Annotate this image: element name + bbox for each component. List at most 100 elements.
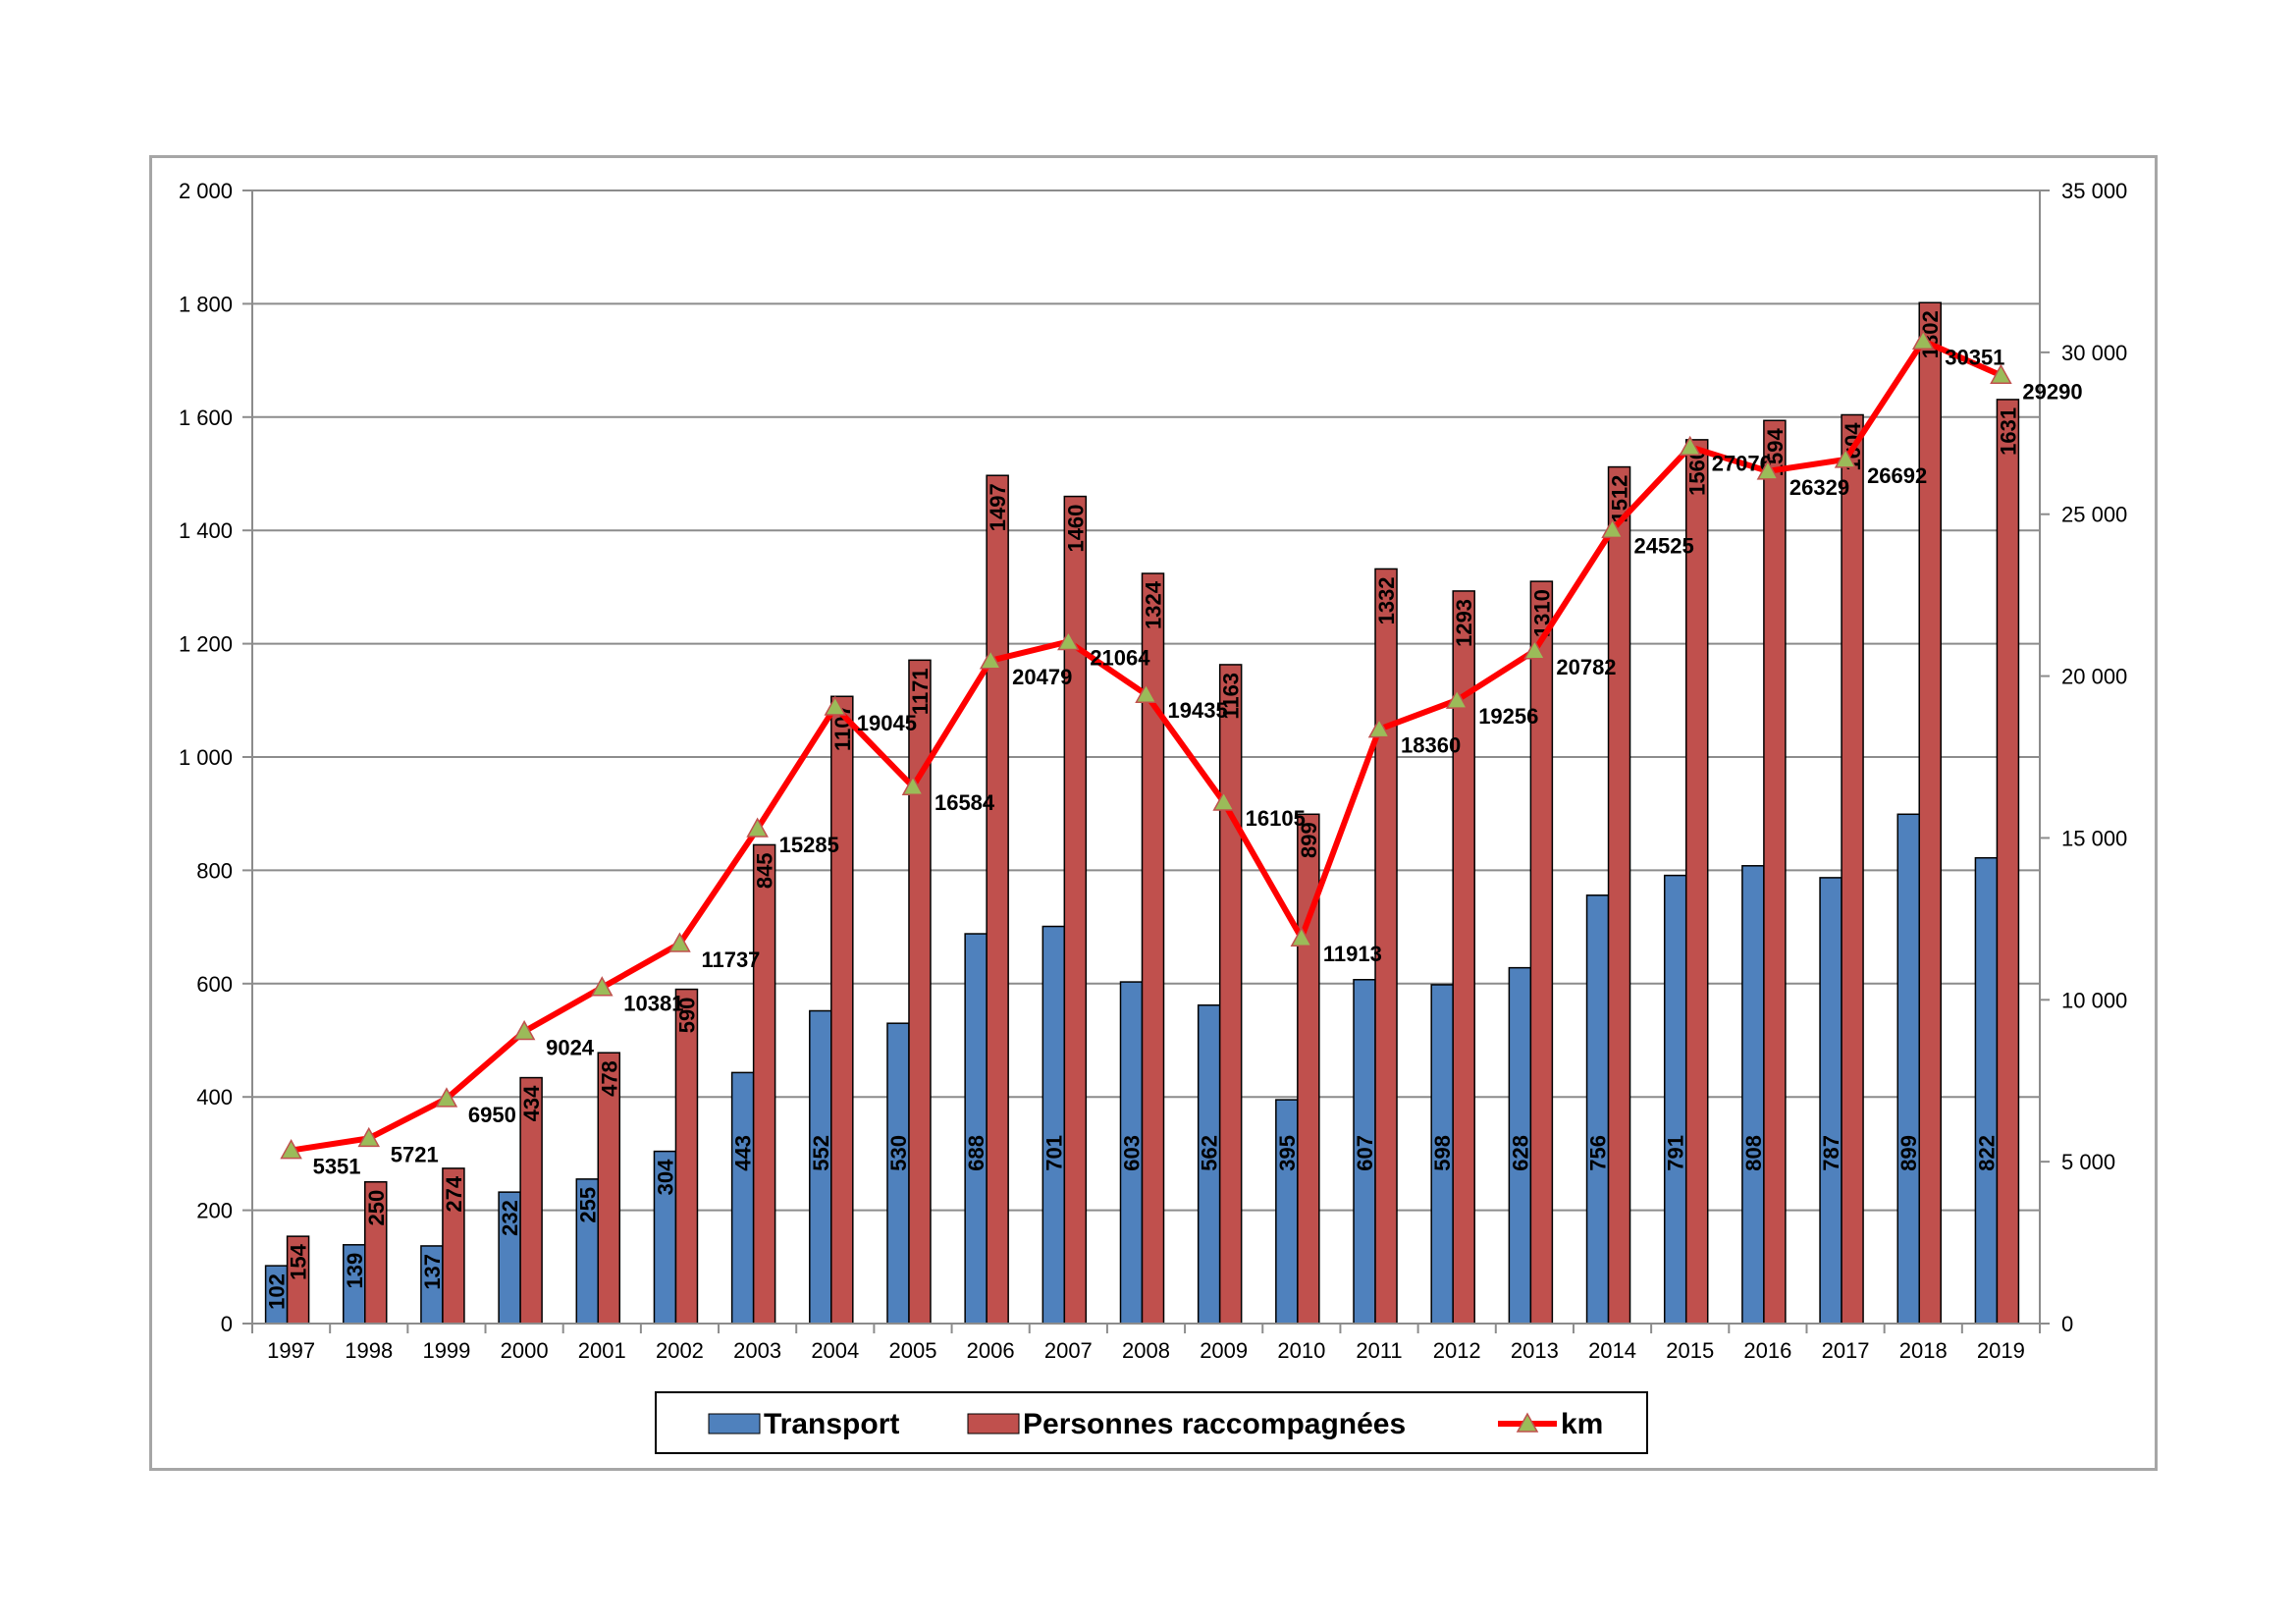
x-tick-label: 2010 <box>1277 1338 1325 1363</box>
point-km <box>824 695 847 716</box>
data-label-km: 19435 <box>1168 698 1228 723</box>
data-label-personnes: 274 <box>442 1175 466 1212</box>
legend-label-transport: Transport <box>764 1408 899 1440</box>
data-label-transport: 102 <box>265 1273 290 1310</box>
data-label-personnes: 1560 <box>1685 448 1710 496</box>
data-label-km: 24525 <box>1634 533 1694 558</box>
data-label-km: 16105 <box>1246 806 1306 831</box>
data-label-km: 9024 <box>546 1035 595 1059</box>
y-right-tick-label: 25 000 <box>2061 503 2127 527</box>
point-km <box>1990 363 2012 385</box>
data-label-transport: 232 <box>498 1200 522 1236</box>
x-tick-label: 2001 <box>578 1338 626 1363</box>
point-km <box>435 1087 458 1108</box>
x-tick-label: 2016 <box>1743 1338 1791 1363</box>
data-label-km: 15285 <box>779 833 839 857</box>
data-label-transport: 756 <box>1586 1135 1611 1171</box>
data-label-transport: 701 <box>1041 1135 1066 1171</box>
bar-personnes <box>674 988 699 1325</box>
data-label-km: 21064 <box>1090 645 1150 670</box>
bar-transport <box>1041 925 1066 1325</box>
point-km <box>280 1139 302 1160</box>
y-left-tick-label: 1 400 <box>179 518 233 543</box>
bar-transport <box>886 1022 910 1325</box>
bar-personnes <box>1996 399 2020 1325</box>
x-tick-label: 2000 <box>501 1338 549 1363</box>
bar-personnes <box>1607 465 1631 1325</box>
y-left-tick-label: 800 <box>196 858 233 883</box>
x-tick-label: 2014 <box>1588 1338 1636 1363</box>
legend-swatch-km-marker <box>1516 1412 1539 1433</box>
y-right-tick-label: 5 000 <box>2061 1150 2115 1174</box>
data-label-transport: 304 <box>653 1159 677 1195</box>
data-label-personnes: 1293 <box>1452 599 1476 647</box>
y-left-tick-label: 1 600 <box>179 406 233 430</box>
bar-personnes <box>1529 580 1554 1325</box>
x-tick-label: 2005 <box>889 1338 937 1363</box>
data-label-transport: 562 <box>1198 1135 1222 1171</box>
data-label-km: 5351 <box>313 1155 361 1179</box>
data-label-km: 19256 <box>1478 704 1538 729</box>
data-label-transport: 139 <box>343 1253 367 1289</box>
data-label-km: 26692 <box>1867 463 1927 488</box>
data-label-transport: 552 <box>809 1135 833 1171</box>
data-label-transport: 603 <box>1120 1135 1145 1171</box>
point-km <box>591 976 614 997</box>
legend-swatch-personnes <box>967 1413 1020 1435</box>
data-label-transport: 607 <box>1353 1135 1377 1171</box>
data-label-transport: 598 <box>1430 1135 1455 1171</box>
point-km <box>512 1019 536 1041</box>
data-label-km: 20479 <box>1012 665 1072 689</box>
y-right-tick-label: 0 <box>2061 1312 2073 1336</box>
y-left-tick-label: 200 <box>196 1199 233 1223</box>
x-tick-label: 2013 <box>1511 1338 1559 1363</box>
x-tick-label: 2019 <box>1977 1338 2025 1363</box>
point-km <box>1911 329 1935 351</box>
x-tick-label: 2006 <box>967 1338 1015 1363</box>
bar-transport <box>1585 894 1610 1325</box>
data-label-personnes: 1163 <box>1219 673 1244 720</box>
point-km <box>1057 629 1080 651</box>
data-label-km: 11737 <box>701 947 760 972</box>
bar-transport <box>1974 856 1999 1325</box>
data-label-personnes: 1332 <box>1374 576 1399 624</box>
data-label-personnes: 1631 <box>1996 407 2020 456</box>
data-label-personnes: 1324 <box>1142 580 1166 629</box>
point-km <box>979 649 1002 670</box>
point-km <box>1445 688 1468 709</box>
bar-personnes <box>1841 413 1864 1325</box>
point-km <box>1290 926 1313 947</box>
x-tick-label: 1997 <box>267 1338 315 1363</box>
data-label-personnes: 434 <box>519 1085 544 1121</box>
data-label-km: 11913 <box>1323 942 1382 966</box>
x-tick-label: 2007 <box>1044 1338 1093 1363</box>
bar-transport <box>1819 877 1842 1325</box>
point-km <box>1756 460 1780 480</box>
x-tick-label: 2002 <box>656 1338 704 1363</box>
y-left-tick-label: 2 000 <box>179 179 233 203</box>
bar-transport <box>1663 874 1687 1325</box>
data-label-km: 6950 <box>468 1103 516 1127</box>
data-label-transport: 808 <box>1741 1135 1766 1171</box>
data-label-km: 10381 <box>623 992 683 1016</box>
data-label-transport: 822 <box>1974 1135 1999 1171</box>
y-left-tick-label: 1 200 <box>179 632 233 657</box>
data-label-personnes: 154 <box>287 1243 311 1279</box>
data-label-personnes: 1497 <box>986 483 1010 531</box>
x-tick-label: 2004 <box>811 1338 859 1363</box>
data-label-transport: 137 <box>420 1254 445 1290</box>
data-label-transport: 443 <box>731 1135 756 1171</box>
point-km <box>1367 718 1391 738</box>
legend-label-personnes: Personnes raccompagnées <box>1023 1408 1406 1440</box>
x-tick-label: 2009 <box>1200 1338 1248 1363</box>
data-label-km: 29290 <box>2022 379 2082 404</box>
point-km <box>357 1126 381 1148</box>
y-left-tick-label: 400 <box>196 1085 233 1110</box>
y-left-tick-label: 0 <box>221 1312 233 1336</box>
legend-label-km: km <box>1561 1408 1603 1440</box>
data-label-personnes: 845 <box>753 852 777 889</box>
data-label-transport: 787 <box>1819 1135 1843 1171</box>
bar-personnes <box>1297 813 1320 1325</box>
data-label-personnes: 478 <box>597 1060 621 1097</box>
y-right-tick-label: 20 000 <box>2061 665 2127 689</box>
